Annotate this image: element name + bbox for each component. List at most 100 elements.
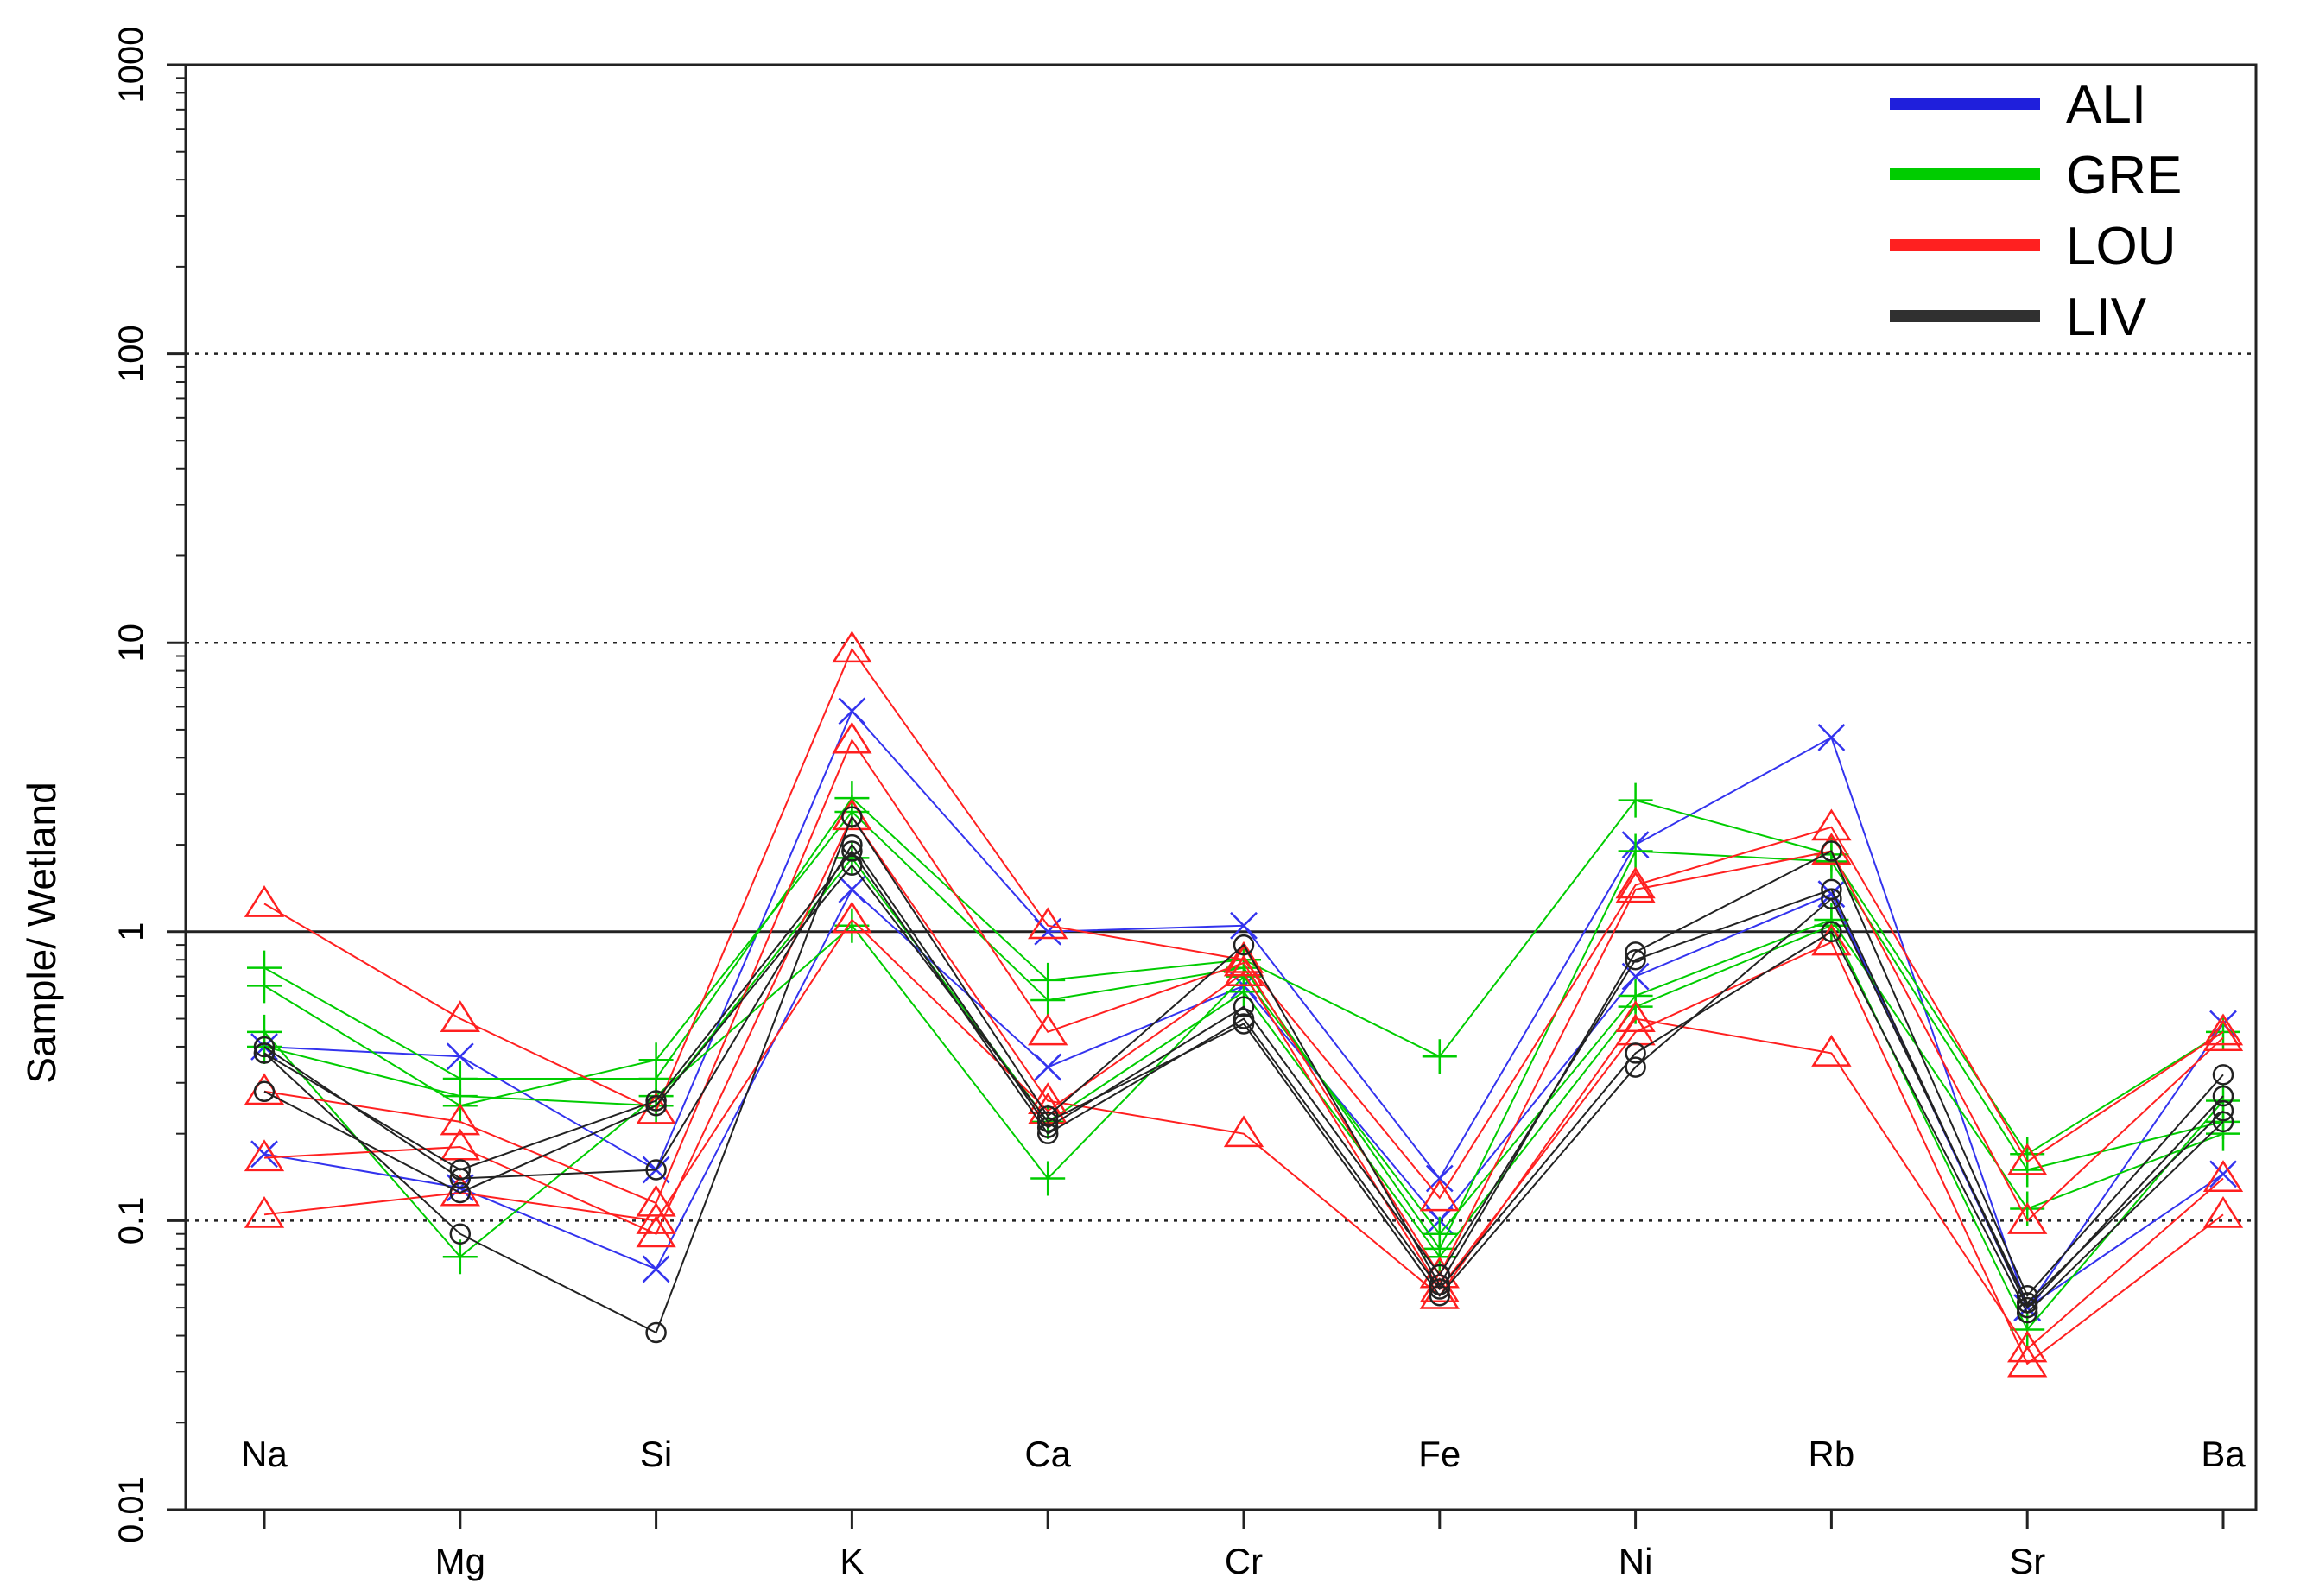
- series-gre-5: [247, 840, 2240, 1347]
- data-point: [1811, 808, 1852, 841]
- data-point: [253, 1080, 276, 1103]
- series-line: [263, 849, 2224, 1314]
- data-point: [1422, 1039, 1457, 1074]
- data-point: [1034, 1053, 1062, 1081]
- data-point: [2202, 1195, 2244, 1228]
- x-tick-label-ca: Ca: [1024, 1434, 1071, 1474]
- data-point: [841, 840, 863, 862]
- data-point: [645, 1090, 667, 1112]
- data-point: [2016, 1292, 2038, 1314]
- data-point: [645, 1321, 667, 1344]
- data-point: [1817, 724, 1846, 751]
- data-point: [449, 1223, 472, 1244]
- data-point: [253, 1042, 276, 1064]
- data-point: [1223, 954, 1264, 987]
- x-tick-label-mg: Mg: [435, 1541, 485, 1581]
- x-tick-label-na: Na: [241, 1434, 288, 1474]
- series-line: [263, 738, 2224, 1277]
- data-point: [1223, 1115, 1264, 1148]
- x-tick-label-ni: Ni: [1619, 1541, 1653, 1581]
- plot-frame: [184, 63, 2258, 1511]
- series-line: [263, 864, 2224, 1305]
- series-line: [263, 810, 2224, 1251]
- data-point: [442, 1239, 478, 1275]
- data-point: [1821, 888, 1842, 909]
- legend-label-liv: LIV: [2066, 288, 2147, 347]
- data-point: [2212, 1064, 2234, 1086]
- series-gre-3: [247, 794, 2240, 1266]
- data-point: [645, 1094, 667, 1117]
- data-point: [2007, 1202, 2048, 1234]
- data-point: [2212, 1099, 2234, 1122]
- data-point: [645, 1159, 667, 1181]
- data-point: [244, 885, 285, 917]
- data-point: [838, 697, 866, 725]
- legend-label-gre: GRE: [2066, 146, 2182, 206]
- data-point: [1615, 871, 1656, 903]
- data-point: [834, 908, 870, 943]
- series-line: [263, 814, 2224, 1334]
- series-lou-6: [244, 630, 2244, 1212]
- y-tick-label: 1000: [112, 27, 150, 104]
- x-tick-label-si: Si: [640, 1434, 672, 1474]
- data-point: [2007, 1345, 2048, 1378]
- data-point: [832, 901, 872, 934]
- data-point: [834, 840, 870, 876]
- y-tick-label: 0.1: [112, 1197, 150, 1245]
- data-point: [832, 630, 872, 663]
- data-point: [244, 1139, 285, 1172]
- data-point: [2202, 1019, 2244, 1051]
- data-point: [841, 806, 863, 827]
- data-point: [1429, 1278, 1451, 1300]
- data-point: [642, 1255, 670, 1283]
- series-liv-13: [253, 854, 2234, 1314]
- data-point: [1821, 840, 1842, 862]
- x-tick-label-ba: Ba: [2201, 1434, 2246, 1474]
- data-point: [250, 1140, 278, 1168]
- legend: ALI GRE LOU LIV: [1890, 75, 2182, 347]
- data-point: [2010, 1152, 2045, 1188]
- data-point: [253, 1036, 276, 1058]
- x-tick-label-sr: Sr: [2009, 1541, 2045, 1581]
- reference-lines: [186, 352, 2256, 1222]
- data-point: [638, 1042, 674, 1078]
- data-point: [1036, 1111, 1059, 1133]
- data-point: [1028, 907, 1068, 940]
- series-liv-11: [253, 833, 2234, 1319]
- data-point: [2212, 1085, 2234, 1107]
- y-tick-label: 100: [112, 325, 150, 383]
- x-axis: Na Mg Si K Ca Cr Fe Ni Rb Sr Ba: [241, 1434, 2246, 1581]
- data-point: [1030, 982, 1066, 1017]
- legend-label-lou: LOU: [2066, 217, 2176, 276]
- y-tick-label: 1: [112, 922, 150, 941]
- x-tick-label-rb: Rb: [1809, 1434, 1855, 1474]
- data-point: [1233, 996, 1255, 1017]
- data-point: [446, 1042, 474, 1071]
- data-point: [636, 1202, 676, 1234]
- series-layer: [244, 630, 2244, 1378]
- data-point: [1811, 923, 1852, 956]
- data-point: [247, 1029, 282, 1064]
- data-point: [1625, 941, 1646, 963]
- data-point: [1615, 866, 1656, 899]
- data-point: [832, 721, 872, 754]
- data-point: [244, 1195, 285, 1228]
- data-point: [2202, 1160, 2244, 1193]
- data-point: [1625, 1042, 1646, 1064]
- data-point: [247, 968, 282, 1004]
- data-point: [1429, 1285, 1451, 1307]
- data-point: [636, 1184, 676, 1217]
- x-tick-label-k: K: [840, 1541, 864, 1581]
- series-line: [263, 856, 2224, 1332]
- data-point: [636, 1215, 676, 1248]
- data-point: [1618, 782, 1653, 818]
- data-point: [1036, 1123, 1059, 1144]
- series-line: [263, 843, 2224, 1309]
- x-tick-label-cr: Cr: [1225, 1541, 1263, 1581]
- data-point: [1028, 1013, 1068, 1046]
- data-point: [2209, 1160, 2237, 1188]
- x-tick-label-fe: Fe: [1418, 1434, 1461, 1474]
- data-point: [442, 1079, 478, 1114]
- y-axis-label: Sample/ Wetland: [19, 782, 64, 1083]
